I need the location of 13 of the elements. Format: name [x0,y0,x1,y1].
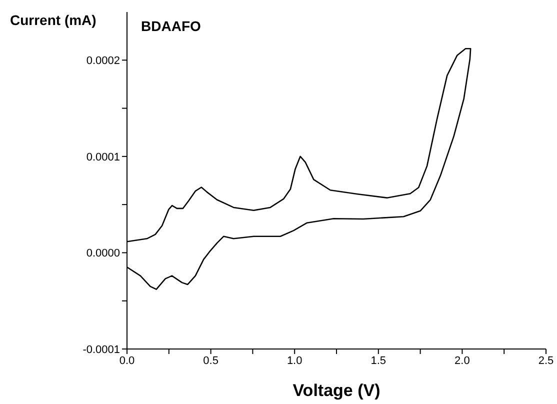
x-axis-title: Voltage (V) [292,381,380,400]
y-tick-label: -0.0001 [82,344,120,356]
y-tick-label: 0.0000 [86,248,120,260]
y-tick-label: 0.0001 [86,151,120,164]
x-tick-label: 2.5 [538,354,554,367]
x-tick-label: 0.0 [119,354,135,367]
x-tick-label: 2.0 [454,354,470,367]
x-tick-label: 0.5 [203,354,218,367]
annotation: BDAAFO [141,18,201,34]
x-tick-label: 1.0 [286,354,302,367]
y-tick-label: 0.0002 [86,55,120,68]
y-axis-title: Current (mA) [10,12,96,28]
x-tick-label: 1.5 [370,354,386,367]
